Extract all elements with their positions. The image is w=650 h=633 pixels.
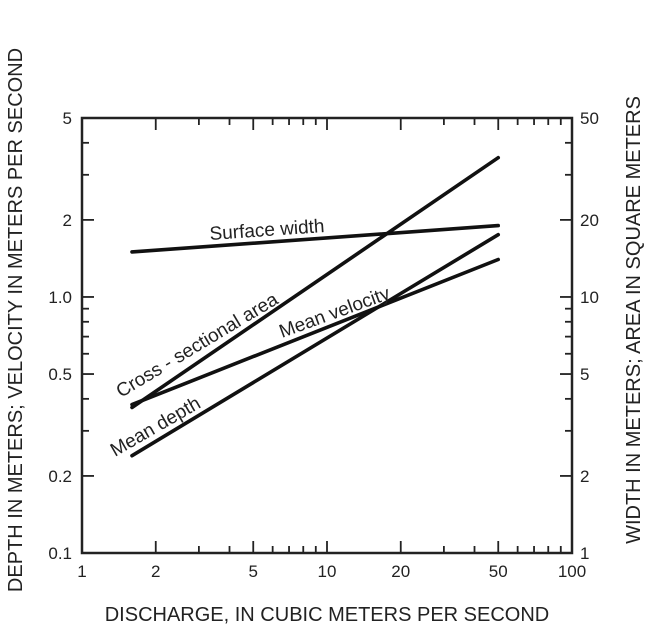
x-tick-label: 2	[151, 562, 160, 581]
left-axis-title: DEPTH IN METERS; VELOCITY IN METERS PER …	[5, 48, 27, 592]
series-line-mean-depth	[130, 232, 501, 458]
x-tick-label: 100	[558, 562, 586, 581]
x-tick-label: 1	[77, 562, 86, 581]
axis-ticks	[82, 118, 572, 553]
y-left-tick-label: 0.1	[48, 544, 72, 563]
y-right-tick-label: 1	[580, 544, 589, 563]
series-line-surface-width	[130, 223, 501, 254]
y-right-tick-label: 5	[580, 365, 589, 384]
y-left-tick-label: 5	[63, 109, 72, 128]
x-tick-label: 20	[391, 562, 410, 581]
x-tick-label: 10	[318, 562, 337, 581]
series-lines	[130, 155, 501, 458]
series-label-mean-depth: Mean depth	[107, 393, 204, 461]
series-label-cross-sectional-area: Cross - sectional area	[113, 289, 283, 402]
x-axis-title: DISCHARGE, IN CUBIC METERS PER SECOND	[105, 604, 550, 626]
y-right-tick-label: 50	[580, 109, 599, 128]
x-tick-label: 50	[489, 562, 508, 581]
plot-frame	[80, 116, 574, 555]
x-tick-label: 5	[249, 562, 258, 581]
y-right-tick-label: 10	[580, 288, 599, 307]
y-left-tick-label: 0.2	[48, 467, 72, 486]
y-right-tick-label: 2	[580, 467, 589, 486]
y-left-tick-label: 1.0	[48, 288, 72, 307]
y-right-tick-label: 20	[580, 211, 599, 230]
right-axis-title: WIDTH IN METERS; AREA IN SQUARE METERS	[623, 96, 645, 544]
series-line-mean-velocity	[130, 257, 501, 407]
y-left-tick-label: 0.5	[48, 365, 72, 384]
tick-labels: 1 2 5 10 20 50 100 0.1 0.2 0.5 1.0 2 5 1 2 5 10 20 50	[48, 109, 599, 581]
y-left-tick-label: 2	[63, 211, 72, 230]
series-line-cross-sectional-area	[130, 155, 501, 410]
